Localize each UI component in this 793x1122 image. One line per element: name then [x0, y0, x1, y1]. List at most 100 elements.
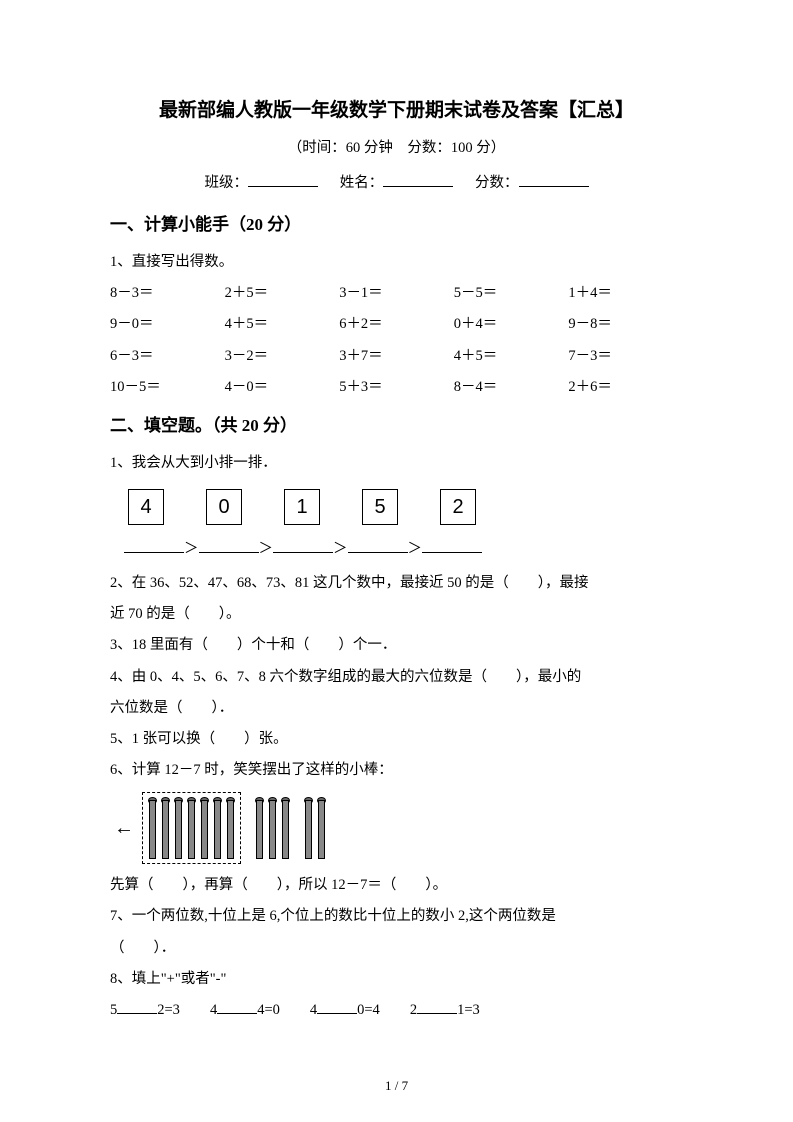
s2-q6: 6、计算 12－7 时，笑笑摆出了这样的小棒： [110, 755, 683, 786]
order-blank[interactable] [348, 537, 408, 553]
s2-q8: 8、填上"+"或者"-" [110, 964, 683, 995]
rod-icon [304, 797, 313, 859]
rod-icon [148, 797, 157, 859]
s2-q4a: 4、由 0、4、5、6、7、8 六个数字组成的最大的六位数是（ ），最小的 [110, 662, 683, 693]
fill-a: 2 [410, 1002, 417, 1018]
calc-item: 7－3＝ [568, 341, 683, 372]
calc-item: 2＋5＝ [225, 278, 340, 309]
page-footer: 1 / 7 [0, 1078, 793, 1094]
rod-icon [281, 797, 290, 859]
subtitle-mid: 分数： [393, 140, 451, 156]
rod-icon [213, 797, 222, 859]
order-blank[interactable] [273, 537, 333, 553]
page-total: 7 [402, 1078, 409, 1093]
num-box: 2 [440, 489, 476, 525]
fill-b: 4=0 [257, 1002, 280, 1018]
rod-icon [268, 797, 277, 859]
subtitle-prefix: （时间： [288, 140, 346, 156]
calc-item: 4－0＝ [225, 372, 340, 403]
page: 最新部编人教版一年级数学下册期末试卷及答案【汇总】 （时间：60 分钟 分数：1… [0, 0, 793, 1122]
arrow-left-icon: ← [114, 818, 134, 838]
rod-group-dashed [142, 792, 241, 864]
s2-q2a: 2、在 36、52、47、68、73、81 这几个数中，最接近 50 的是（ ）… [110, 568, 683, 599]
s2-q4b: 六位数是（ ）． [110, 693, 683, 724]
class-label: 班级： [205, 175, 249, 191]
num-box: 4 [128, 489, 164, 525]
calc-item: 4＋5＝ [225, 309, 340, 340]
calc-item: 0＋4＝ [454, 309, 569, 340]
calc-item: 9－8＝ [568, 309, 683, 340]
subtitle-suffix: ） [491, 140, 506, 156]
s2-q3: 3、18 里面有（ ）个十和（ ）个一． [110, 630, 683, 661]
name-blank[interactable] [383, 171, 453, 187]
order-blanks: ＞＞＞＞ [124, 537, 683, 558]
rod-icon [174, 797, 183, 859]
rod-icon [226, 797, 235, 859]
fill-a: 4 [210, 1002, 217, 1018]
op-blank[interactable] [217, 998, 257, 1014]
s2-q7a: 7、一个两位数,十位上是 6,个位上的数比十位上的数小 2,这个两位数是 [110, 901, 683, 932]
fill-b: 0=4 [357, 1002, 380, 1018]
fill-item: 4 4=0 [210, 995, 280, 1026]
section2-head: 二、填空题。（共 20 分） [110, 411, 683, 436]
order-blank[interactable] [422, 537, 482, 553]
time-value: 60 分钟 [346, 140, 393, 156]
s2-q6-ans: 先算（ ），再算（ ），所以 12－7＝（ ）。 [110, 870, 683, 901]
fill-item: 4 0=4 [310, 995, 380, 1026]
s2-q1: 1、我会从大到小排一排． [110, 448, 683, 479]
subtitle: （时间：60 分钟 分数：100 分） [110, 136, 683, 157]
rod-icon [200, 797, 209, 859]
calc-grid: 8－3＝ 2＋5＝ 3－1＝ 5－5＝ 1＋4＝ 9－0＝ 4＋5＝ 6＋2＝ … [110, 278, 683, 403]
calc-item: 4＋5＝ [454, 341, 569, 372]
calc-item: 5－5＝ [454, 278, 569, 309]
calc-item: 9－0＝ [110, 309, 225, 340]
calc-item: 3＋7＝ [339, 341, 454, 372]
op-blank[interactable] [417, 998, 457, 1014]
calc-item: 8－3＝ [110, 278, 225, 309]
class-blank[interactable] [248, 171, 318, 187]
calc-item: 6＋2＝ [339, 309, 454, 340]
rods-diagram: ← [114, 792, 683, 864]
fill-b: 2=3 [157, 1002, 180, 1018]
num-box: 0 [206, 489, 242, 525]
order-blank[interactable] [124, 537, 184, 553]
calc-item: 2＋6＝ [568, 372, 683, 403]
rod-group [255, 797, 290, 859]
s1-q1-label: 1、直接写出得数。 [110, 247, 683, 278]
rod-icon [187, 797, 196, 859]
score-blank[interactable] [519, 171, 589, 187]
num-box: 1 [284, 489, 320, 525]
score-value: 100 分 [451, 140, 491, 156]
score-label: 分数： [475, 175, 519, 191]
num-box: 5 [362, 489, 398, 525]
rod-icon [161, 797, 170, 859]
calc-item: 8－4＝ [454, 372, 569, 403]
op-blank[interactable] [117, 998, 157, 1014]
num-boxes: 4 0 1 5 2 [128, 489, 683, 525]
order-blank[interactable] [199, 537, 259, 553]
s2-q2b: 近 70 的是（ ）。 [110, 599, 683, 630]
calc-item: 6－3＝ [110, 341, 225, 372]
rod-icon [255, 797, 264, 859]
fill-item: 2 1=3 [410, 995, 480, 1026]
info-line: 班级： 姓名： 分数： [110, 171, 683, 192]
calc-item: 3－1＝ [339, 278, 454, 309]
fill-a: 4 [310, 1002, 317, 1018]
s2-q8-items: 5 2=3 4 4=0 4 0=4 2 1=3 [110, 995, 683, 1026]
page-sep: / [391, 1078, 401, 1093]
rod-group [304, 797, 326, 859]
fill-a: 5 [110, 1002, 117, 1018]
calc-item: 3－2＝ [225, 341, 340, 372]
document-title: 最新部编人教版一年级数学下册期末试卷及答案【汇总】 [110, 95, 683, 122]
fill-item: 5 2=3 [110, 995, 180, 1026]
calc-item: 5＋3＝ [339, 372, 454, 403]
name-label: 姓名： [340, 175, 384, 191]
s2-q7b: （ ）． [110, 933, 683, 964]
calc-item: 10－5＝ [110, 372, 225, 403]
section1-head: 一、计算小能手（20 分） [110, 210, 683, 235]
s2-q5: 5、1 张可以换（ ）张。 [110, 724, 683, 755]
calc-item: 1＋4＝ [568, 278, 683, 309]
fill-b: 1=3 [457, 1002, 480, 1018]
rod-icon [317, 797, 326, 859]
op-blank[interactable] [317, 998, 357, 1014]
